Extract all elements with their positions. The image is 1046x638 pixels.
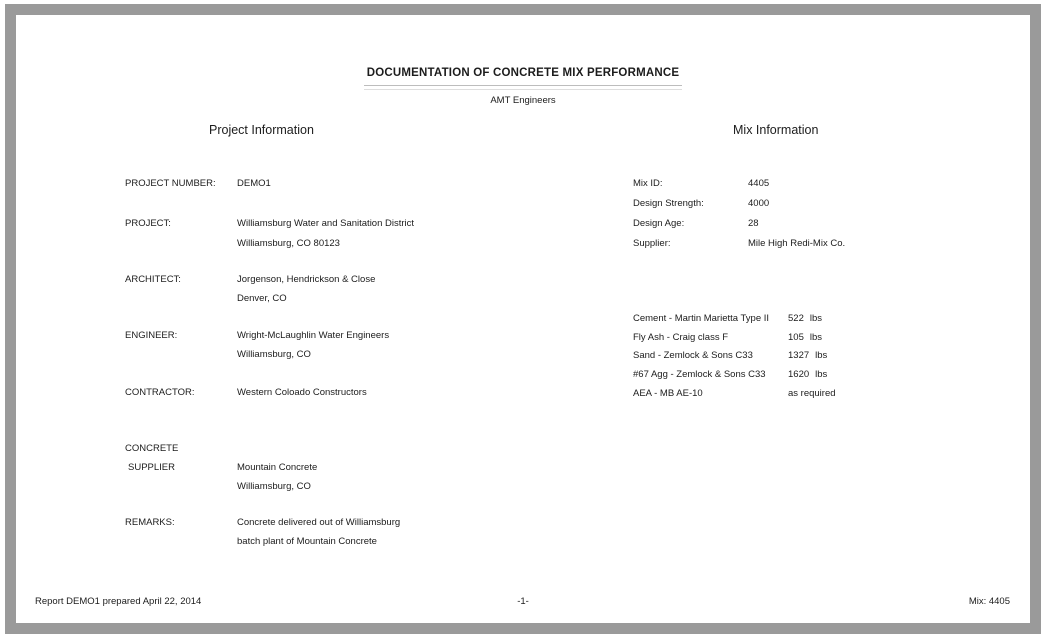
project-value-line: Williamsburg, CO 80123	[237, 238, 340, 249]
material-amount: as required	[788, 388, 842, 400]
material-unit: lbs	[815, 369, 828, 380]
material-amount: 105 lbs	[788, 332, 822, 344]
remarks-value-line: Concrete delivered out of Williamsburg	[237, 517, 401, 528]
engineer-value-line: Wright-McLaughlin Water Engineers	[237, 330, 390, 341]
page-frame	[5, 4, 1041, 634]
material-qty: 105	[788, 332, 804, 343]
footer-report-info: Report DEMO1 prepared April 22, 2014	[35, 596, 202, 607]
concrete-supplier-value-line: Mountain Concrete	[237, 462, 318, 473]
project-label: PROJECT:	[125, 218, 171, 229]
project-number-label: PROJECT NUMBER:	[125, 178, 216, 189]
material-name: Sand - Zemlock & Sons C33	[633, 350, 753, 361]
report-title: DOCUMENTATION OF CONCRETE MIX PERFORMANC…	[366, 67, 680, 79]
concrete-supplier-label-line1: CONCRETE	[125, 443, 179, 454]
footer-page-number: -1-	[517, 596, 529, 607]
material-name: AEA - MB AE-10	[633, 388, 703, 399]
remarks-label: REMARKS:	[125, 517, 175, 528]
project-value-line: Williamsburg Water and Sanitation Distri…	[237, 218, 415, 229]
remarks-value-line: batch plant of Mountain Concrete	[237, 536, 377, 547]
engineer-value-line: Williamsburg, CO	[237, 349, 311, 360]
concrete-supplier-value-line: Williamsburg, CO	[237, 481, 311, 492]
architect-value-line: Denver, CO	[237, 293, 287, 304]
engineer-label: ENGINEER:	[125, 330, 178, 341]
title-underline	[364, 85, 682, 90]
material-name: Fly Ash - Craig class F	[633, 332, 729, 343]
material-qty: as required	[788, 388, 836, 399]
mix-id-label: Mix ID:	[633, 178, 663, 189]
material-qty: 522	[788, 313, 804, 324]
material-amount: 1327 lbs	[788, 350, 827, 362]
mix-info-heading: Mix Information	[733, 123, 819, 137]
organization-name: AMT Engineers	[490, 95, 556, 106]
design-strength-label: Design Strength:	[633, 198, 704, 209]
concrete-supplier-label-line2: SUPPLIER	[128, 462, 175, 473]
contractor-value-line: Western Coloado Constructors	[237, 387, 367, 398]
project-number-value: DEMO1	[237, 178, 271, 189]
material-amount: 522 lbs	[788, 313, 822, 325]
design-age-label: Design Age:	[633, 218, 685, 229]
supplier-value: Mile High Redi-Mix Co.	[748, 238, 846, 249]
design-age-value: 28	[748, 218, 759, 229]
design-strength-value: 4000	[748, 198, 770, 209]
material-unit: lbs	[809, 313, 823, 324]
architect-value-line: Jorgenson, Hendrickson & Close	[237, 274, 376, 285]
material-amount: 1620 lbs	[788, 369, 827, 381]
material-name: #67 Agg - Zemlock & Sons C33	[633, 369, 766, 380]
mix-id-value: 4405	[748, 178, 770, 189]
material-qty: 1620	[788, 369, 810, 380]
supplier-label: Supplier:	[633, 238, 671, 249]
material-qty: 1327	[788, 350, 810, 361]
architect-label: ARCHITECT:	[125, 274, 181, 285]
project-info-heading: Project Information	[209, 123, 314, 137]
material-unit: lbs	[809, 332, 823, 343]
material-name: Cement - Martin Marietta Type II	[633, 313, 770, 324]
material-unit: lbs	[815, 350, 828, 361]
footer-mix-ref: Mix: 4405	[968, 596, 1010, 607]
contractor-label: CONTRACTOR:	[125, 387, 195, 398]
